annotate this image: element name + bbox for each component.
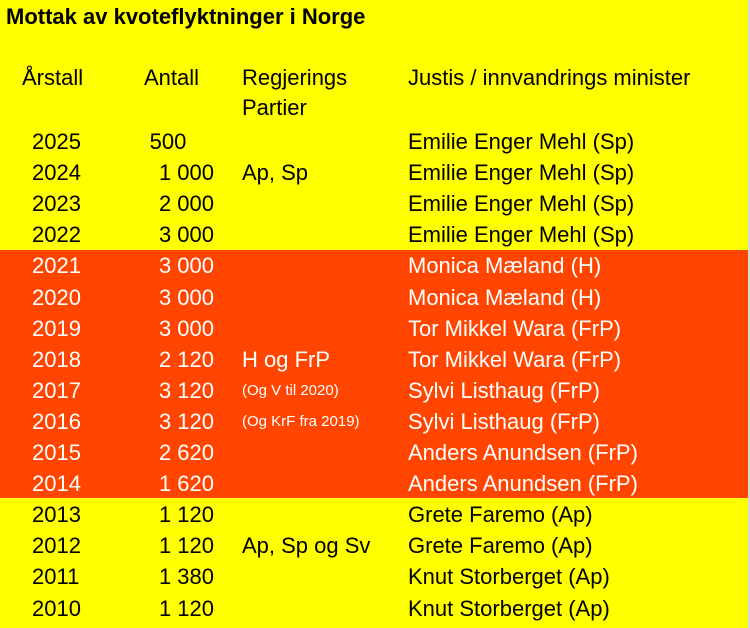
cell-year: 2013 bbox=[32, 502, 81, 528]
table-row: 2016 3 120 (Og KrF fra 2019) Sylvi Listhaug… bbox=[0, 406, 750, 437]
cell-year: 2019 bbox=[32, 315, 81, 341]
cell-count: 3 120 bbox=[158, 377, 214, 403]
table-row: 2014 1 620 Anders Anundsen (FrP) bbox=[0, 468, 750, 499]
cell-minister: Monica Mæland (H) bbox=[408, 284, 602, 310]
table-row: 2019 3 000 Tor Mikkel Wara (FrP) bbox=[0, 313, 750, 344]
cell-party bbox=[242, 250, 404, 281]
table-row: 2025 500 Emilie Enger Mehl (Sp) bbox=[0, 126, 750, 157]
cell-count: 1 000 bbox=[158, 160, 214, 186]
cell-year: 2014 bbox=[32, 471, 81, 497]
cell-party bbox=[242, 188, 404, 219]
cell-party bbox=[242, 437, 404, 468]
cell-count: 2 000 bbox=[158, 191, 214, 217]
cell-minister: Tor Mikkel Wara (FrP) bbox=[408, 315, 622, 341]
cell-count: 2 620 bbox=[158, 440, 214, 465]
cell-party bbox=[242, 468, 404, 499]
cell-minister: Tor Mikkel Wara (FrP) bbox=[408, 346, 622, 372]
cell-year: 2012 bbox=[32, 533, 81, 559]
cell-year: 2022 bbox=[32, 222, 81, 248]
cell-year: 2024 bbox=[32, 160, 81, 186]
grid-edge bbox=[748, 0, 750, 628]
cell-year: 2025 bbox=[32, 129, 81, 154]
cell-count: 1 120 bbox=[158, 595, 214, 621]
table-row: 2017 3 120 (Og V til 2020) Sylvi Listhaug (… bbox=[0, 375, 750, 406]
cell-party bbox=[242, 499, 404, 530]
table-row: 2023 2 000 Emilie Enger Mehl (Sp) bbox=[0, 188, 750, 219]
cell-party: Ap, Sp bbox=[242, 160, 309, 186]
cell-minister: Anders Anundsen (FrP) bbox=[408, 440, 638, 465]
cell-minister: Sylvi Listhaug (FrP) bbox=[408, 377, 600, 403]
cell-count: 1 620 bbox=[158, 471, 214, 497]
cell-count: 1 380 bbox=[158, 564, 214, 590]
cell-count: 1 120 bbox=[158, 533, 214, 559]
cell-minister: Monica Mæland (H) bbox=[408, 253, 602, 279]
cell-year: 2023 bbox=[32, 191, 81, 217]
cell-party bbox=[242, 126, 404, 157]
cell-party bbox=[242, 219, 404, 250]
cell-minister: Emilie Enger Mehl (Sp) bbox=[408, 222, 635, 248]
cell-minister: Grete Faremo (Ap) bbox=[408, 533, 593, 559]
table-row: 2020 3 000 Monica Mæland (H) bbox=[0, 282, 750, 313]
highlight-band bbox=[0, 250, 750, 498]
cell-party bbox=[242, 561, 404, 592]
header-count: Antall bbox=[144, 65, 200, 90]
cell-party bbox=[242, 593, 404, 624]
cell-party: (Og V til 2020) bbox=[242, 381, 339, 399]
cell-party: (Og KrF fra 2019) bbox=[242, 412, 360, 430]
cell-minister: Emilie Enger Mehl (Sp) bbox=[408, 160, 635, 186]
header-year: Årstall bbox=[22, 65, 84, 90]
cell-minister: Emilie Enger Mehl (Sp) bbox=[408, 191, 635, 217]
cell-year: 2016 bbox=[32, 408, 81, 434]
header-minister: Justis / innvandrings minister bbox=[408, 65, 691, 90]
cell-party: Ap, Sp og Sv bbox=[242, 533, 371, 559]
cell-count: 500 bbox=[149, 129, 187, 154]
cell-minister: Knut Storberget (Ap) bbox=[408, 595, 610, 621]
cell-party bbox=[242, 282, 404, 313]
cell-party bbox=[242, 313, 404, 344]
cell-year: 2017 bbox=[32, 377, 81, 403]
table-row: 2021 3 000 Monica Mæland (H) bbox=[0, 250, 750, 281]
cell-year: 2011 bbox=[32, 564, 80, 590]
table-row: 2015 2 620 Anders Anundsen (FrP) bbox=[0, 437, 750, 468]
cell-year: 2018 bbox=[32, 346, 81, 372]
cell-count: 1 120 bbox=[158, 502, 214, 528]
page-title: Mottak av kvoteflyktninger i Norge bbox=[6, 4, 366, 29]
table-row: 2011 1 380 Knut Storberget (Ap) bbox=[0, 561, 750, 592]
table-row: 2013 1 120 Grete Faremo (Ap) bbox=[0, 499, 750, 530]
table-row: 2012 1 120 Ap, Sp og Sv Grete Faremo (Ap) bbox=[0, 530, 750, 561]
cell-minister: Emilie Enger Mehl (Sp) bbox=[408, 129, 635, 154]
cell-count: 3 000 bbox=[158, 315, 214, 341]
table-row: 2022 3 000 Emilie Enger Mehl (Sp) bbox=[0, 219, 750, 250]
cell-minister: Grete Faremo (Ap) bbox=[408, 502, 593, 528]
cell-minister: Sylvi Listhaug (FrP) bbox=[408, 408, 600, 434]
cell-minister: Knut Storberget (Ap) bbox=[408, 564, 610, 590]
cell-count: 3 120 bbox=[158, 408, 214, 434]
cell-count: 3 000 bbox=[158, 222, 214, 248]
cell-count: 2 120 bbox=[158, 346, 214, 372]
table-row: 2010 1 120 Knut Storberget (Ap) bbox=[0, 593, 750, 624]
cell-year: 2021 bbox=[32, 253, 81, 279]
cell-year: 2010 bbox=[32, 595, 81, 621]
table-row: 2024 1 000 Ap, Sp Emilie Enger Mehl (Sp) bbox=[0, 157, 750, 188]
cell-minister: Anders Anundsen (FrP) bbox=[408, 471, 638, 497]
cell-year: 2015 bbox=[32, 440, 81, 465]
cell-year: 2020 bbox=[32, 284, 81, 310]
header-parties-line2: Partier bbox=[242, 95, 307, 120]
cell-count: 3 000 bbox=[158, 253, 214, 279]
cell-party: H og FrP bbox=[242, 346, 331, 372]
table-row: 2018 2 120 H og FrP Tor Mikkel Wara (FrP) bbox=[0, 344, 750, 375]
header-parties-line1: Regjerings bbox=[242, 65, 348, 90]
cell-count: 3 000 bbox=[158, 284, 214, 310]
